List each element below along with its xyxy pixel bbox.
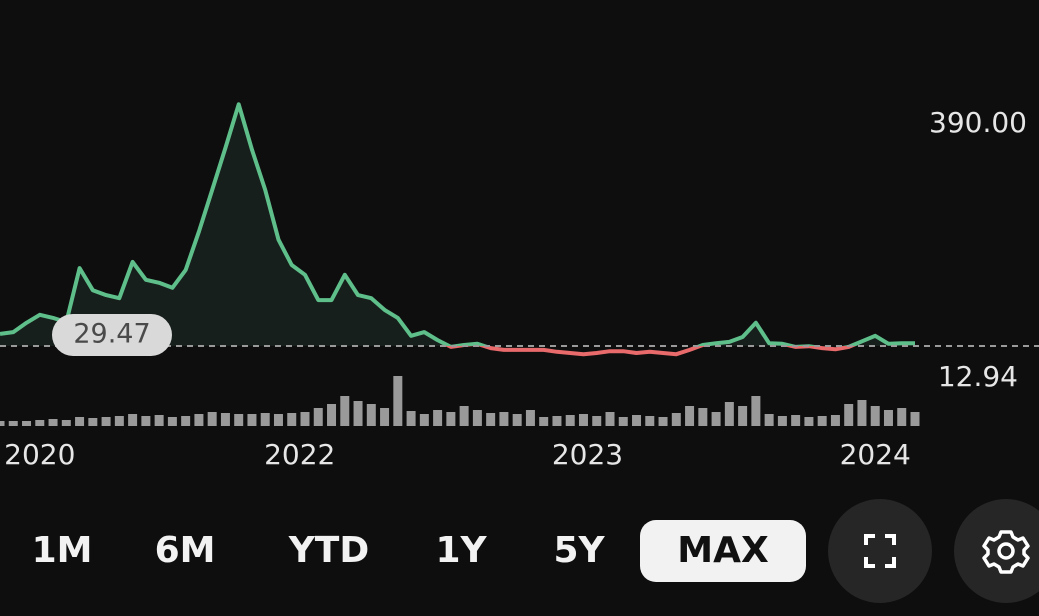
volume-bar (22, 421, 32, 426)
volume-bar (287, 413, 297, 426)
range-button[interactable]: MAX (677, 530, 769, 571)
volume-bar (234, 414, 244, 426)
settings-icon (982, 530, 1030, 574)
volume-bar (565, 415, 575, 426)
range-button[interactable]: YTD (288, 530, 370, 571)
volume-bar (273, 414, 283, 426)
volume-bar (804, 417, 814, 426)
x-tick-label: 2020 (4, 438, 75, 471)
volume-bar (75, 417, 85, 426)
settings-button[interactable] (954, 499, 1039, 603)
volume-bar (366, 404, 376, 426)
volume-bar (35, 420, 45, 426)
volume-bar (353, 401, 363, 426)
reference-label: 29.47 (73, 318, 150, 349)
volume-bar (844, 404, 854, 426)
volume-bar (393, 376, 403, 426)
range-button[interactable]: 5Y (553, 530, 605, 571)
volume-bar (406, 411, 416, 426)
volume-bar (340, 396, 350, 426)
volume-bar (910, 412, 920, 426)
fullscreen-icon (864, 534, 896, 568)
volume-bar (141, 416, 151, 426)
volume-bar (605, 412, 615, 426)
volume-bar (459, 406, 469, 426)
volume-bar (380, 408, 390, 426)
y-tick-label: 390.00 (929, 106, 1027, 139)
volume-bar (313, 408, 323, 426)
volume-bar (764, 414, 774, 426)
range-button[interactable]: 1Y (435, 530, 487, 571)
volume-bar (247, 414, 257, 426)
volume-bar (433, 410, 443, 426)
fullscreen-bg[interactable] (828, 499, 932, 603)
x-tick-label: 2022 (264, 438, 335, 471)
volume-bar (486, 413, 496, 426)
settings-icon (997, 542, 1015, 560)
range-button[interactable]: 6M (155, 530, 216, 571)
volume-bar (525, 410, 535, 426)
volume-bar (419, 414, 429, 426)
volume-bar (618, 417, 628, 426)
volume-bar (857, 400, 867, 426)
volume-bar (61, 420, 71, 426)
volume-bar (88, 418, 98, 426)
settings-bg[interactable] (954, 499, 1039, 603)
volume-bar (830, 415, 840, 426)
volume-bar (724, 402, 734, 426)
volume-bar (817, 416, 827, 426)
range-button[interactable]: 1M (32, 530, 93, 571)
volume-bar (181, 416, 191, 426)
price-area (0, 104, 915, 346)
volume-bar (48, 419, 58, 426)
volume-bar (645, 416, 655, 426)
volume-bar (791, 415, 801, 426)
volume-bar (260, 413, 270, 426)
volume-bar (552, 416, 562, 426)
volume-bar (632, 415, 642, 426)
volume-bar (751, 396, 761, 426)
volume-bar (8, 421, 18, 426)
volume-bar (539, 417, 549, 426)
y-tick-label: 12.94 (938, 360, 1018, 393)
volume-bar (671, 413, 681, 426)
volume-bar (446, 412, 456, 426)
price-line (0, 102, 915, 357)
fullscreen-button[interactable] (828, 499, 932, 603)
volume-bar (0, 421, 5, 426)
volume-bar (114, 416, 124, 426)
volume-bar (220, 413, 230, 426)
volume-bar (698, 408, 708, 426)
volume-bar (101, 417, 111, 426)
volume-bar (711, 412, 721, 426)
volume-bar (327, 404, 337, 426)
volume-bar (300, 412, 310, 426)
x-tick-label: 2023 (552, 438, 623, 471)
range-button-selected[interactable] (640, 520, 806, 582)
volume-bar (738, 406, 748, 426)
reference-pill (52, 313, 172, 356)
volume-bar (870, 406, 880, 426)
volume-bar (685, 406, 695, 426)
volume-bar (499, 412, 509, 426)
volume-bar (592, 416, 602, 426)
volume-bar (578, 414, 588, 426)
volume-bar (194, 414, 204, 426)
volume-bar (167, 417, 177, 426)
volume-bar (154, 415, 164, 426)
volume-bar (512, 414, 522, 426)
volume-bar (883, 410, 893, 426)
volume-bar (777, 416, 787, 426)
volume-bar (472, 410, 482, 426)
x-tick-label: 2024 (840, 438, 911, 471)
volume-bar (128, 414, 138, 426)
volume-bar (897, 408, 907, 426)
volume-bar (207, 412, 217, 426)
volume-bar (658, 417, 668, 426)
